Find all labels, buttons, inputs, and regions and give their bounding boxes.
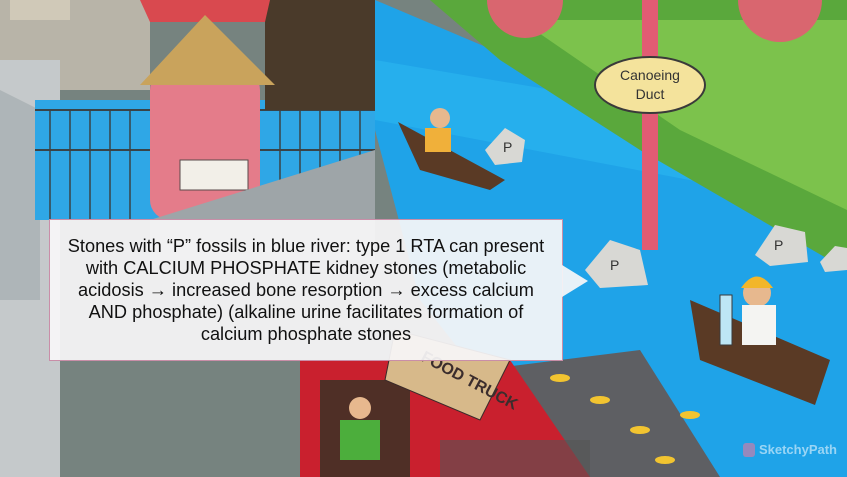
logo-icon — [742, 442, 755, 457]
stone-with-p-2: P — [585, 240, 648, 288]
info-callout: Stones with “P” fossils in blue river: t… — [49, 219, 563, 361]
stone-with-p-3: P — [755, 225, 808, 266]
straw-roof — [140, 15, 275, 85]
stone-with-p-4 — [820, 246, 847, 272]
callout-pointer — [562, 265, 588, 297]
watermark: SketchyPath — [742, 442, 837, 457]
red-roof — [140, 0, 270, 22]
sign-line-1: Canoeing — [620, 67, 680, 83]
callout-text: Stones with “P” fossils in blue river: t… — [67, 236, 545, 344]
canoeing-duct-sign — [594, 56, 706, 114]
pink-ball-right — [738, 0, 822, 42]
watermark-text: SketchyPath — [758, 442, 837, 457]
sign-pole — [642, 0, 658, 250]
tree-trunk — [265, 0, 375, 110]
svg-text:P: P — [503, 139, 512, 155]
pink-ball-left — [487, 0, 563, 38]
canoe-top — [398, 122, 505, 190]
svg-text:P: P — [774, 237, 783, 253]
svg-text:P: P — [610, 257, 619, 273]
stone-with-p-1: P — [485, 128, 525, 165]
sign-line-2: Duct — [636, 86, 665, 102]
